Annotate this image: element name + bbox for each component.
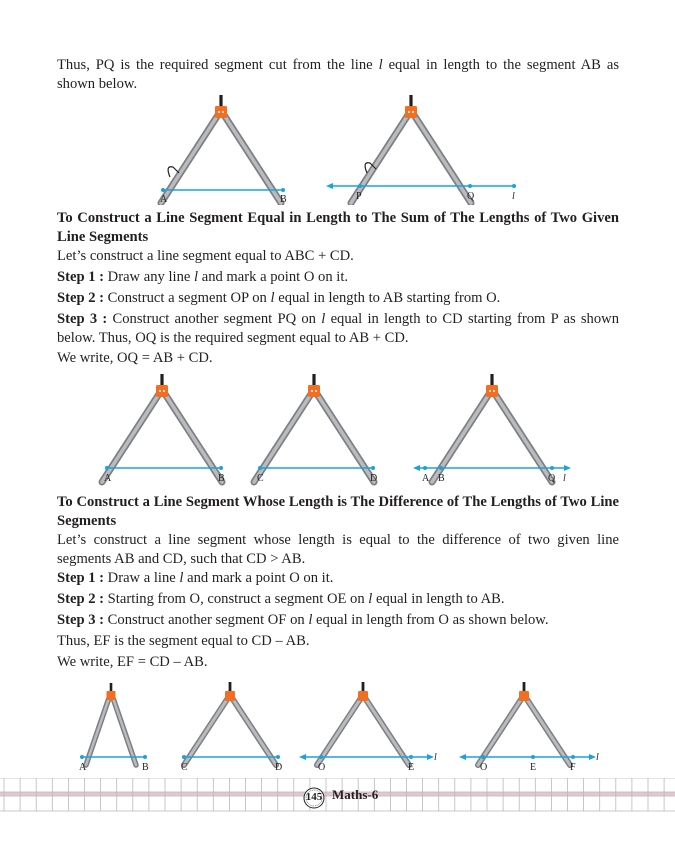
- label-c: C: [257, 473, 264, 484]
- label-d: D: [370, 473, 377, 484]
- step-text-end: equal in length to AB starting from O.: [274, 290, 501, 306]
- label-b: B: [438, 473, 445, 484]
- compass-icon: [317, 682, 409, 765]
- section2-heading: To Construct a Line Segment Whose Length…: [57, 494, 619, 529]
- step-text-end: equal in length from O as shown below.: [312, 612, 549, 628]
- compass-icon: [478, 682, 570, 765]
- intro-text-end: equal in length to the segment AB as sho…: [57, 57, 619, 92]
- label-a: A: [79, 762, 87, 773]
- section1-step2: Step 2 : Construct a segment OP on l equ…: [57, 289, 619, 308]
- step-text-end: equal in length to AB.: [372, 591, 505, 607]
- label-f: F: [570, 762, 576, 773]
- section2-intro: Let’s construct a line segment whose len…: [57, 532, 619, 567]
- intro-paragraph: Thus, PQ is the required segment cut fro…: [57, 56, 619, 94]
- step-text: Starting from O, construct a segment OE …: [104, 591, 369, 607]
- page-number-badge: [303, 787, 325, 809]
- label-q: Q: [548, 473, 556, 484]
- step-text-end: and mark a point O on it.: [198, 269, 349, 285]
- step-text: Construct another segment PQ on: [107, 311, 322, 327]
- step-text: Construct a segment OP on: [104, 290, 271, 306]
- section1-intro: Let’s construct a line segment equal to …: [57, 248, 354, 264]
- label-a: A: [104, 473, 112, 484]
- step-label: Step 2 :: [57, 591, 105, 607]
- compass-icon: [432, 374, 552, 482]
- step-label: Step 2 :: [57, 290, 105, 306]
- compass-icon: [161, 95, 281, 203]
- section2-step1: Step 1 : Draw a line l and mark a point …: [57, 569, 619, 588]
- step-label: Step 1 :: [57, 269, 105, 285]
- step-text-end: and mark a point O on it.: [183, 570, 334, 586]
- label-l: l: [512, 191, 515, 202]
- line-symbol: l: [179, 570, 184, 586]
- step-label: Step 1 :: [57, 570, 105, 586]
- step-text: Construct another segment OF on: [104, 612, 309, 628]
- label-o: O: [480, 762, 487, 773]
- line-symbol: l: [321, 311, 326, 327]
- label-l: l: [596, 752, 599, 763]
- section1-write: We write, OQ = AB + CD.: [57, 350, 213, 366]
- label-e: E: [530, 762, 536, 773]
- line-symbol: l: [194, 269, 199, 285]
- label-l: l: [563, 473, 566, 484]
- label-d: D: [275, 762, 282, 773]
- step-text: Draw a line: [104, 570, 180, 586]
- page-number: 145: [305, 791, 323, 803]
- section1-heading: To Construct a Line Segment Equal in Len…: [57, 210, 619, 245]
- figure-compass-pq: A B P Q l: [150, 93, 516, 205]
- label-q: Q: [467, 191, 475, 202]
- compass-icon: [86, 683, 136, 765]
- label-b: B: [218, 473, 225, 484]
- compass-icon: [254, 374, 374, 482]
- section2-step3: Step 3 : Construct another segment OF on…: [57, 611, 619, 630]
- step-label: Step 3 :: [57, 612, 105, 628]
- section1-step1: Step 1 : Draw any line l and mark a poin…: [57, 268, 619, 287]
- label-l: l: [434, 752, 437, 763]
- label-b: B: [280, 194, 287, 205]
- label-b: B: [142, 762, 149, 773]
- line-symbol: l: [378, 57, 383, 73]
- label-a: A: [422, 473, 430, 484]
- line-symbol: l: [308, 612, 313, 628]
- line-symbol: l: [270, 290, 275, 306]
- step-label: Step 3 :: [57, 311, 108, 327]
- label-p: P: [356, 191, 362, 202]
- compass-icon: [184, 682, 276, 765]
- label-c: C: [181, 762, 188, 773]
- step-text-end: equal in length to CD starting from P as…: [57, 311, 619, 346]
- compass-icon: [351, 95, 471, 203]
- figure-compass-sum: A B C D A B Q l: [95, 374, 571, 486]
- line-symbol: l: [368, 591, 373, 607]
- section2-thus: Thus, EF is the segment equal to CD – AB…: [57, 633, 310, 649]
- figure-compass-difference: A B C D O E l O E F l: [79, 680, 599, 773]
- section1-step3: Step 3 : Construct another segment PQ on…: [57, 310, 619, 348]
- book-title: Maths-6: [332, 787, 379, 802]
- compass-icon: [102, 374, 222, 482]
- label-o: O: [318, 762, 325, 773]
- step-text: Draw any line: [104, 269, 194, 285]
- intro-text: Thus, PQ is the required segment cut fro…: [57, 57, 379, 73]
- section2-step2: Step 2 : Starting from O, construct a se…: [57, 590, 619, 609]
- footer-grid: [0, 778, 675, 812]
- label-e: E: [408, 762, 414, 773]
- section2-write: We write, EF = CD – AB.: [57, 654, 208, 670]
- label-a: A: [160, 194, 168, 205]
